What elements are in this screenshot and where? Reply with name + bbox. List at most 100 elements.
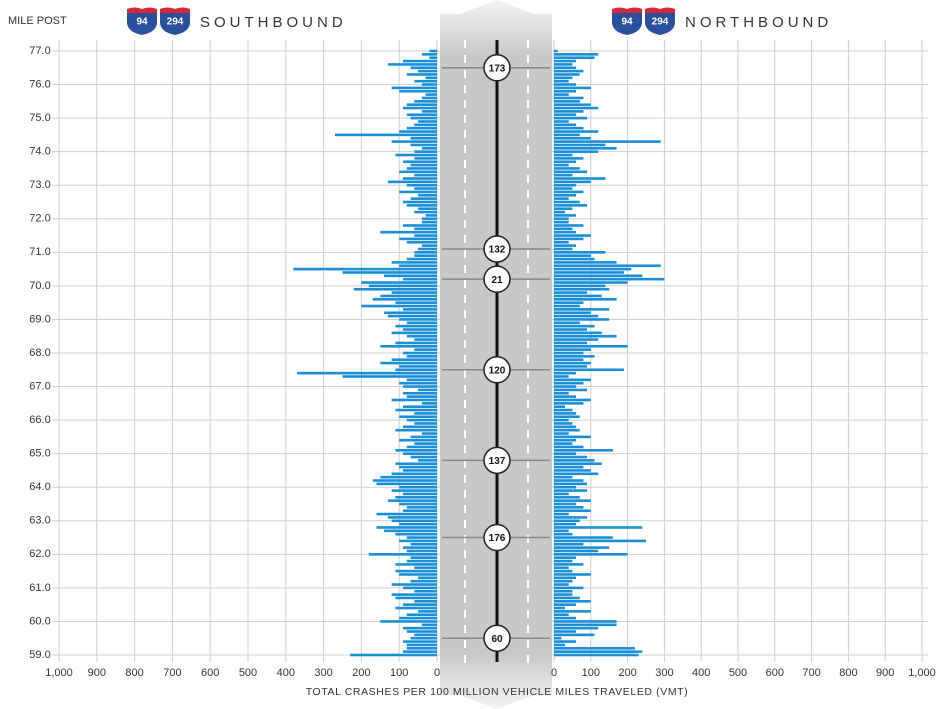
bar (380, 344, 437, 348)
bar (554, 207, 573, 211)
bar (554, 462, 602, 466)
bar (402, 106, 437, 110)
bar (554, 553, 628, 556)
bar (368, 284, 437, 288)
bar (395, 153, 437, 157)
shield-top (612, 7, 642, 13)
bar (554, 53, 599, 56)
bar (387, 516, 437, 519)
y-tick-label: 64.0 (29, 481, 50, 493)
bar (406, 445, 437, 449)
bar (395, 449, 437, 452)
bar (395, 341, 437, 345)
interchange-marker (483, 265, 511, 293)
shield-label: 294 (167, 17, 184, 28)
bar (406, 549, 437, 553)
bar (554, 244, 577, 247)
bar (554, 465, 584, 469)
bar (421, 402, 437, 405)
bar (554, 277, 665, 281)
bar (414, 150, 437, 153)
bar (414, 422, 437, 425)
bar (391, 472, 437, 476)
bar (402, 200, 437, 204)
bar (554, 79, 569, 83)
bar (554, 116, 588, 120)
bar (406, 506, 437, 509)
bar (414, 227, 437, 231)
bar (554, 646, 635, 650)
bar (399, 465, 437, 469)
bar (554, 130, 599, 133)
shield-icon (645, 12, 675, 35)
x-tick-label: 200 (618, 667, 636, 679)
bar (402, 452, 437, 455)
bar (554, 445, 584, 449)
x-tick-label: 700 (163, 667, 181, 679)
shield-icon (160, 12, 190, 35)
interchange-label: 173 (489, 63, 506, 74)
bar (554, 459, 595, 462)
bar (554, 583, 569, 586)
bar (418, 120, 437, 123)
bar (554, 344, 628, 348)
bar (554, 220, 569, 224)
bar (410, 556, 437, 559)
bar (406, 183, 437, 187)
bar (414, 600, 437, 603)
interchange-label: 21 (491, 275, 503, 286)
bar (361, 281, 437, 284)
bar (554, 264, 661, 268)
bar (429, 49, 437, 53)
interchange-label: 120 (489, 365, 506, 376)
bar (554, 143, 606, 147)
bar (395, 606, 437, 610)
shield-label: 294 (652, 17, 669, 28)
x-tick-label: 500 (239, 667, 257, 679)
bar (421, 244, 437, 247)
bar (554, 596, 580, 600)
bar (554, 227, 573, 231)
x-tick-label: 800 (839, 667, 857, 679)
bar (395, 408, 437, 412)
bar (410, 636, 437, 640)
interchange-label: 176 (489, 533, 506, 544)
bar (380, 230, 437, 234)
bar (554, 110, 584, 113)
bar (554, 526, 643, 529)
bar (372, 298, 437, 301)
bar (554, 365, 588, 368)
road (440, 0, 552, 709)
bar (554, 633, 595, 637)
shield-label: 94 (621, 17, 633, 28)
bar (421, 432, 437, 435)
bar (554, 334, 617, 338)
bar (418, 388, 437, 392)
bar (554, 96, 584, 100)
interchange-marker (483, 446, 511, 475)
bar (395, 301, 437, 304)
bar (554, 153, 573, 157)
bar (406, 643, 437, 647)
bar (391, 331, 437, 335)
bar (395, 368, 437, 372)
bar (554, 287, 610, 291)
bar (554, 254, 591, 257)
bar (554, 59, 577, 63)
interchange-marker (483, 523, 511, 552)
bar (376, 526, 437, 529)
bar (554, 546, 610, 549)
bar (554, 576, 577, 580)
bar (554, 66, 577, 70)
x-tick-label: 300 (655, 667, 673, 679)
bar (421, 220, 437, 224)
bar (399, 264, 437, 268)
bar (361, 304, 437, 308)
bar (554, 502, 577, 506)
bar (414, 100, 437, 103)
bar (554, 281, 628, 284)
bar (554, 314, 599, 318)
bar (554, 257, 595, 261)
bar (410, 435, 437, 439)
